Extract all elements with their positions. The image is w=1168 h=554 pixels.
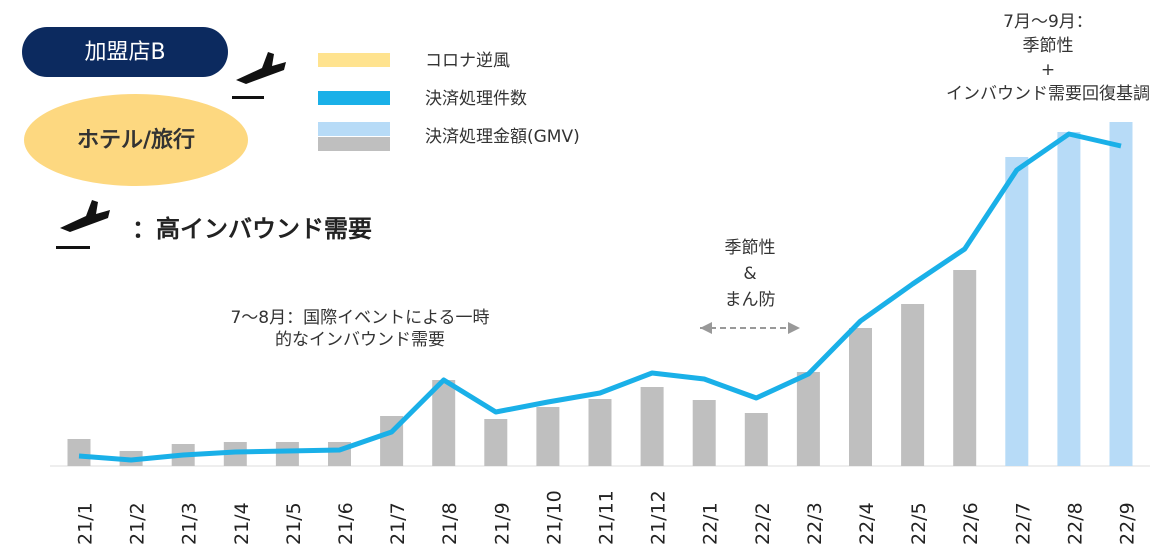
x-tick-label: 21/1 bbox=[75, 502, 97, 545]
bar bbox=[432, 380, 456, 466]
x-tick-label: 21/5 bbox=[283, 502, 305, 545]
bar bbox=[953, 270, 977, 466]
x-tick-label: 22/9 bbox=[1117, 502, 1139, 545]
category-label: ホテル/旅行 bbox=[77, 127, 195, 153]
bar bbox=[796, 372, 820, 466]
annotation: 的なインバウンド需要 bbox=[275, 330, 445, 350]
x-tick-label: 22/1 bbox=[700, 502, 722, 545]
x-tick-label: 21/2 bbox=[127, 502, 149, 545]
annotation: まん防 bbox=[725, 290, 776, 310]
x-tick-label: 21/3 bbox=[179, 502, 201, 545]
bar bbox=[588, 399, 612, 466]
period-arrowheads bbox=[700, 322, 800, 334]
bar bbox=[692, 400, 716, 466]
bar bbox=[1109, 122, 1133, 466]
annotation: 季節性 bbox=[725, 238, 776, 258]
legend-swatch bbox=[318, 53, 390, 67]
x-tick-label: 21/7 bbox=[387, 502, 409, 545]
x-tick-label: 22/3 bbox=[804, 502, 826, 545]
bar bbox=[744, 413, 768, 466]
legend-label: 決済処理件数 bbox=[425, 89, 527, 109]
x-tick-label: 21/11 bbox=[596, 490, 618, 545]
x-tick-label: 22/6 bbox=[960, 502, 982, 545]
plane-icon bbox=[56, 200, 110, 249]
x-tick-label: 22/7 bbox=[1012, 502, 1034, 545]
legend-swatch bbox=[318, 137, 390, 151]
category-badge bbox=[24, 94, 248, 186]
bar bbox=[640, 387, 664, 466]
legend-label: コロナ逆風 bbox=[425, 51, 510, 71]
plane-icon bbox=[232, 52, 286, 99]
x-tick-label: 21/10 bbox=[543, 490, 565, 545]
bar bbox=[901, 304, 925, 466]
x-tick-label: 21/4 bbox=[231, 502, 253, 545]
legend-swatch bbox=[318, 91, 390, 105]
line bbox=[78, 131, 1122, 463]
x-tick-label: 21/8 bbox=[439, 502, 461, 545]
x-tick-label: 22/4 bbox=[856, 502, 878, 545]
store-label: 加盟店B bbox=[84, 40, 165, 65]
annotation: & bbox=[743, 264, 756, 284]
x-tick-label: 21/12 bbox=[648, 490, 670, 545]
legend-label: 決済処理金額(GMV) bbox=[425, 127, 580, 147]
bar bbox=[67, 439, 91, 466]
x-tick-label: 22/2 bbox=[752, 502, 774, 545]
x-tick-label: 21/9 bbox=[491, 502, 513, 545]
bar bbox=[1057, 132, 1081, 466]
x-tick-label: 21/6 bbox=[335, 502, 357, 545]
x-tick-label: 22/8 bbox=[1064, 502, 1086, 545]
annotation: インバウンド需要回復基調 bbox=[946, 84, 1150, 104]
bar bbox=[1005, 157, 1029, 466]
bar bbox=[275, 442, 299, 466]
store-badge bbox=[22, 27, 228, 77]
annotation: 7月〜9月： bbox=[1003, 12, 1093, 32]
x-tick-label: 22/5 bbox=[908, 502, 930, 545]
bar bbox=[536, 407, 560, 466]
annotation: 7〜8月：国際イベントによる一時 bbox=[230, 308, 489, 328]
annotation: 季節性 bbox=[1023, 36, 1074, 56]
bar bbox=[849, 328, 872, 466]
annotation: + bbox=[1041, 60, 1055, 80]
icon-legend: ：高インバウンド需要 bbox=[132, 215, 372, 243]
bar bbox=[484, 419, 508, 466]
legend-swatch bbox=[318, 122, 390, 136]
